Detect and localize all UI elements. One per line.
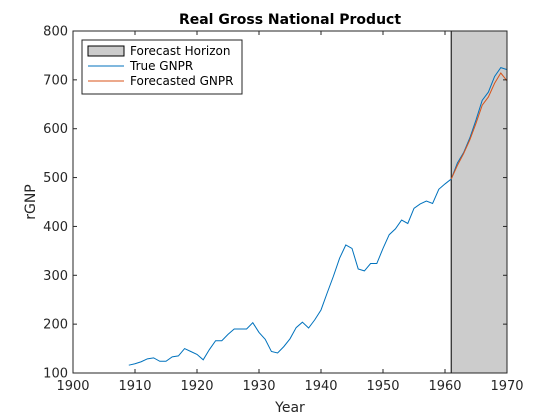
y-tick-label: 100 — [43, 367, 68, 382]
x-tick-label: 1960 — [428, 379, 461, 394]
plot-area: 1900 1910 1920 1930 1940 1950 1960 1970 100 200 30… — [43, 25, 523, 395]
legend-entry-forecast-horizon-swatch — [87, 45, 125, 57]
x-tick-label: 1930 — [242, 379, 275, 394]
y-tick-label: 300 — [43, 269, 68, 284]
legend-entry-forecasted-gnpr-label: Forecasted GNPR — [130, 74, 233, 88]
x-tick-label: 1970 — [490, 379, 523, 394]
axes-box — [72, 30, 508, 374]
y-tick-label: 200 — [43, 318, 68, 333]
y-tick-label: 800 — [43, 25, 68, 40]
legend-entry-forecast-horizon-label: Forecast Horizon — [130, 44, 230, 58]
series-line-true-gnpr — [128, 67, 508, 366]
legend-entry-true-gnpr-label: True GNPR — [129, 59, 193, 73]
chart-title: Real Gross National Product — [179, 12, 401, 28]
y-tick-label: 700 — [43, 73, 68, 88]
x-tick-label: 1920 — [180, 379, 213, 394]
x-tick-label: 1950 — [366, 379, 399, 394]
x-tick-label: 1900 — [56, 379, 89, 394]
y-tick-label: 500 — [43, 171, 68, 186]
x-tick-label: 1940 — [304, 379, 337, 394]
y-axis-label: rGNP — [23, 184, 39, 220]
forecast-horizon-region — [450, 30, 508, 374]
y-tick-label: 600 — [43, 122, 68, 137]
y-tick-label: 400 — [43, 220, 68, 235]
x-axis-label: Year — [274, 400, 305, 416]
series-line-forecasted-gnpr — [450, 72, 508, 180]
x-tick-label: 1910 — [118, 379, 151, 394]
